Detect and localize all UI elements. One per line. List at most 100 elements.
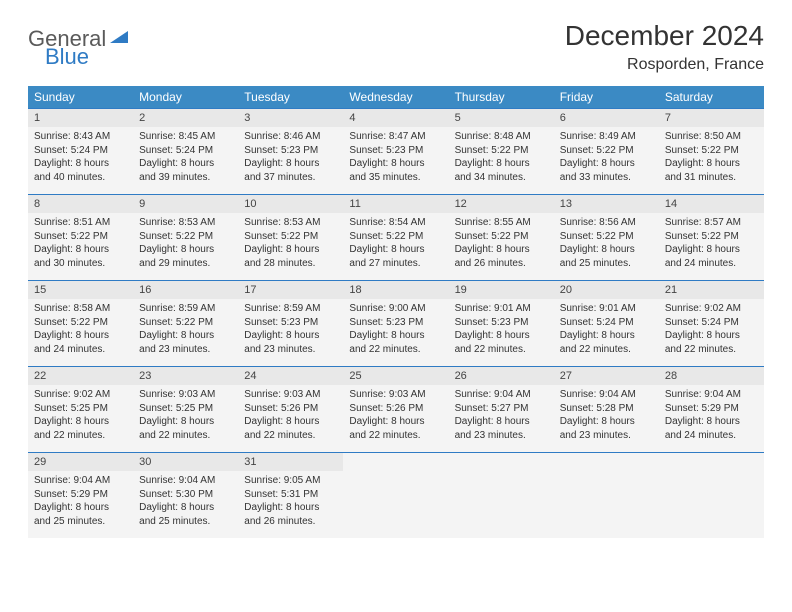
day-number-cell: 11 (343, 195, 448, 214)
daylight-text: Daylight: 8 hours and 22 minutes. (244, 415, 337, 442)
day-number-cell: 3 (238, 109, 343, 128)
daylight-text: Daylight: 8 hours and 34 minutes. (455, 157, 548, 184)
sunrise-text: Sunrise: 8:49 AM (560, 130, 653, 144)
sunrise-text: Sunrise: 8:55 AM (455, 216, 548, 230)
title-block: December 2024 Rosporden, France (565, 20, 764, 74)
sunrise-text: Sunrise: 8:48 AM (455, 130, 548, 144)
daylight-text: Daylight: 8 hours and 31 minutes. (665, 157, 758, 184)
day-number-row: 22232425262728 (28, 367, 764, 386)
daylight-text: Daylight: 8 hours and 22 minutes. (349, 329, 442, 356)
weekday-header: Tuesday (238, 86, 343, 109)
daylight-text: Daylight: 8 hours and 35 minutes. (349, 157, 442, 184)
day-detail-cell: Sunrise: 8:58 AMSunset: 5:22 PMDaylight:… (28, 299, 133, 367)
day-number-cell (554, 453, 659, 472)
sunrise-text: Sunrise: 8:59 AM (244, 302, 337, 316)
day-detail-cell: Sunrise: 8:46 AMSunset: 5:23 PMDaylight:… (238, 127, 343, 195)
day-detail-cell: Sunrise: 8:55 AMSunset: 5:22 PMDaylight:… (449, 213, 554, 281)
sunset-text: Sunset: 5:25 PM (139, 402, 232, 416)
weekday-header: Saturday (659, 86, 764, 109)
sunrise-text: Sunrise: 8:59 AM (139, 302, 232, 316)
sunset-text: Sunset: 5:24 PM (34, 144, 127, 158)
day-number-cell: 20 (554, 281, 659, 300)
sunrise-text: Sunrise: 8:46 AM (244, 130, 337, 144)
sunset-text: Sunset: 5:24 PM (560, 316, 653, 330)
day-detail-cell: Sunrise: 8:59 AMSunset: 5:22 PMDaylight:… (133, 299, 238, 367)
day-detail-cell: Sunrise: 8:50 AMSunset: 5:22 PMDaylight:… (659, 127, 764, 195)
day-detail-cell: Sunrise: 9:04 AMSunset: 5:30 PMDaylight:… (133, 471, 238, 538)
day-number-cell: 23 (133, 367, 238, 386)
sunrise-text: Sunrise: 9:04 AM (665, 388, 758, 402)
day-detail-cell: Sunrise: 9:03 AMSunset: 5:26 PMDaylight:… (238, 385, 343, 453)
day-detail-cell: Sunrise: 8:49 AMSunset: 5:22 PMDaylight:… (554, 127, 659, 195)
sunset-text: Sunset: 5:25 PM (34, 402, 127, 416)
day-detail-cell: Sunrise: 9:02 AMSunset: 5:25 PMDaylight:… (28, 385, 133, 453)
weekday-header-row: SundayMondayTuesdayWednesdayThursdayFrid… (28, 86, 764, 109)
daylight-text: Daylight: 8 hours and 22 minutes. (139, 415, 232, 442)
day-detail-cell: Sunrise: 9:03 AMSunset: 5:26 PMDaylight:… (343, 385, 448, 453)
sunset-text: Sunset: 5:22 PM (139, 230, 232, 244)
day-detail-cell: Sunrise: 8:59 AMSunset: 5:23 PMDaylight:… (238, 299, 343, 367)
sunset-text: Sunset: 5:31 PM (244, 488, 337, 502)
logo-triangle-icon (110, 29, 128, 50)
sunrise-text: Sunrise: 9:04 AM (139, 474, 232, 488)
day-detail-cell (343, 471, 448, 538)
daylight-text: Daylight: 8 hours and 29 minutes. (139, 243, 232, 270)
daylight-text: Daylight: 8 hours and 25 minutes. (34, 501, 127, 528)
sunrise-text: Sunrise: 9:04 AM (34, 474, 127, 488)
sunrise-text: Sunrise: 8:58 AM (34, 302, 127, 316)
day-number-cell: 24 (238, 367, 343, 386)
sunset-text: Sunset: 5:26 PM (244, 402, 337, 416)
sunset-text: Sunset: 5:22 PM (560, 230, 653, 244)
sunset-text: Sunset: 5:22 PM (560, 144, 653, 158)
sunset-text: Sunset: 5:22 PM (665, 144, 758, 158)
day-number-cell: 9 (133, 195, 238, 214)
sunrise-text: Sunrise: 8:50 AM (665, 130, 758, 144)
location-label: Rosporden, France (565, 56, 764, 74)
daylight-text: Daylight: 8 hours and 22 minutes. (349, 415, 442, 442)
sunset-text: Sunset: 5:28 PM (560, 402, 653, 416)
day-detail-cell: Sunrise: 8:48 AMSunset: 5:22 PMDaylight:… (449, 127, 554, 195)
sunrise-text: Sunrise: 9:00 AM (349, 302, 442, 316)
weekday-header: Monday (133, 86, 238, 109)
sunrise-text: Sunrise: 9:03 AM (244, 388, 337, 402)
sunset-text: Sunset: 5:22 PM (665, 230, 758, 244)
daylight-text: Daylight: 8 hours and 37 minutes. (244, 157, 337, 184)
day-number-cell: 31 (238, 453, 343, 472)
day-detail-cell: Sunrise: 8:45 AMSunset: 5:24 PMDaylight:… (133, 127, 238, 195)
daylight-text: Daylight: 8 hours and 23 minutes. (244, 329, 337, 356)
sunset-text: Sunset: 5:24 PM (665, 316, 758, 330)
daylight-text: Daylight: 8 hours and 25 minutes. (139, 501, 232, 528)
day-number-cell: 30 (133, 453, 238, 472)
weekday-header: Sunday (28, 86, 133, 109)
day-detail-cell: Sunrise: 8:47 AMSunset: 5:23 PMDaylight:… (343, 127, 448, 195)
sunset-text: Sunset: 5:23 PM (244, 144, 337, 158)
daylight-text: Daylight: 8 hours and 23 minutes. (455, 415, 548, 442)
day-number-row: 293031 (28, 453, 764, 472)
sunrise-text: Sunrise: 8:43 AM (34, 130, 127, 144)
sunset-text: Sunset: 5:23 PM (349, 316, 442, 330)
day-content-row: Sunrise: 8:43 AMSunset: 5:24 PM Daylight:… (28, 127, 764, 195)
day-number-cell: 25 (343, 367, 448, 386)
sunrise-text: Sunrise: 9:03 AM (349, 388, 442, 402)
daylight-text: Daylight: 8 hours and 22 minutes. (455, 329, 548, 356)
sunset-text: Sunset: 5:23 PM (349, 144, 442, 158)
day-content-row: Sunrise: 9:02 AMSunset: 5:25 PMDaylight:… (28, 385, 764, 453)
daylight-text: Daylight: 8 hours and 26 minutes. (455, 243, 548, 270)
sunset-text: Sunset: 5:29 PM (665, 402, 758, 416)
day-detail-cell: Sunrise: 9:01 AMSunset: 5:23 PMDaylight:… (449, 299, 554, 367)
day-number-cell: 2 (133, 109, 238, 128)
sunrise-text: Sunrise: 8:51 AM (34, 216, 127, 230)
sunrise-text: Sunrise: 8:47 AM (349, 130, 442, 144)
daylight-text: Daylight: 8 hours and 24 minutes. (665, 243, 758, 270)
page-header: General December 2024 Rosporden, France (28, 20, 764, 74)
day-detail-cell: Sunrise: 9:02 AMSunset: 5:24 PMDaylight:… (659, 299, 764, 367)
day-number-cell: 7 (659, 109, 764, 128)
daylight-text: Daylight: 8 hours and 39 minutes. (139, 157, 232, 184)
day-number-cell: 29 (28, 453, 133, 472)
weekday-header: Thursday (449, 86, 554, 109)
day-detail-cell: Sunrise: 9:03 AMSunset: 5:25 PMDaylight:… (133, 385, 238, 453)
day-number-cell: 14 (659, 195, 764, 214)
day-number-cell: 1 (28, 109, 133, 128)
day-number-row: 1234567 (28, 109, 764, 128)
sunrise-text: Sunrise: 9:04 AM (455, 388, 548, 402)
